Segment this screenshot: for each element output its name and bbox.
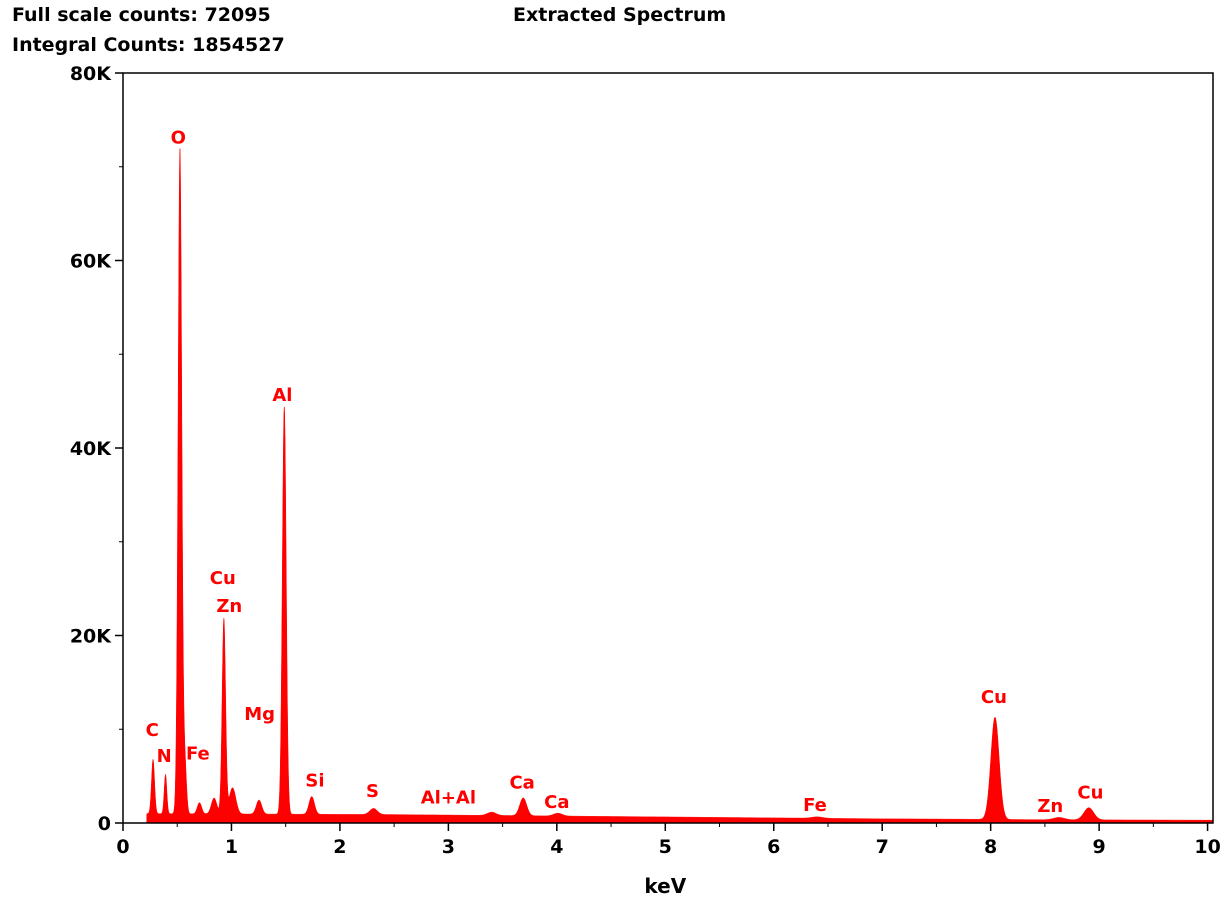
- x-tick-label: 1: [225, 836, 238, 858]
- peak-label: Al+Al: [421, 787, 476, 808]
- peak-label: N: [157, 746, 172, 767]
- x-axis-title: keV: [644, 874, 686, 898]
- peak-labels: O Al Cu Zn Mg CN Fe Si S Al+Al Ca Ca Fe Cu Zn Cu: [146, 127, 1104, 816]
- integral-counts: Integral Counts: 1854527: [12, 34, 285, 56]
- peak-label: Cu: [210, 568, 236, 589]
- y-tick-label: 0: [98, 813, 111, 835]
- y-tick-label: 80K: [70, 63, 112, 85]
- y-tick-label: 60K: [70, 251, 112, 273]
- x-tick-label: 0: [116, 836, 129, 858]
- peak-label: Mg: [244, 704, 275, 725]
- peak-label: S: [366, 781, 379, 802]
- x-tick-label: 8: [984, 836, 997, 858]
- spectrum-area: [144, 147, 1214, 824]
- y-axis: 0 20K 40K 60K 80K: [70, 63, 123, 835]
- peak-label: Zn: [1037, 796, 1063, 817]
- x-tick-label: 9: [1093, 836, 1106, 858]
- peak-label: Ca: [509, 772, 534, 793]
- x-tick-label: 6: [767, 836, 780, 858]
- peak-label: C: [146, 720, 159, 741]
- peak-label: Cu: [1077, 783, 1103, 804]
- peak-label: Cu: [981, 687, 1007, 708]
- peak-label: Al: [272, 385, 292, 406]
- peak-label: Zn: [216, 596, 242, 617]
- x-tick-label: 2: [333, 836, 346, 858]
- x-tick-label: 10: [1194, 836, 1220, 858]
- x-tick-label: 4: [550, 836, 563, 858]
- x-tick-label: 7: [876, 836, 889, 858]
- x-tick-label: 5: [659, 836, 672, 858]
- x-tick-label: 3: [442, 836, 455, 858]
- x-axis: 0 1 2 3 4 5 6 7 8 9 10: [116, 823, 1221, 858]
- peak-label: O: [171, 127, 186, 148]
- full-scale-counts: Full scale counts: 72095: [12, 4, 271, 26]
- peak-label: Fe: [186, 743, 210, 764]
- y-tick-label: 20K: [70, 626, 112, 648]
- peak-label: Fe: [803, 795, 827, 816]
- chart-title: Extracted Spectrum: [513, 4, 727, 26]
- peak-label: Si: [305, 770, 324, 791]
- y-tick-label: 40K: [70, 438, 112, 460]
- peak-label: Ca: [544, 792, 569, 813]
